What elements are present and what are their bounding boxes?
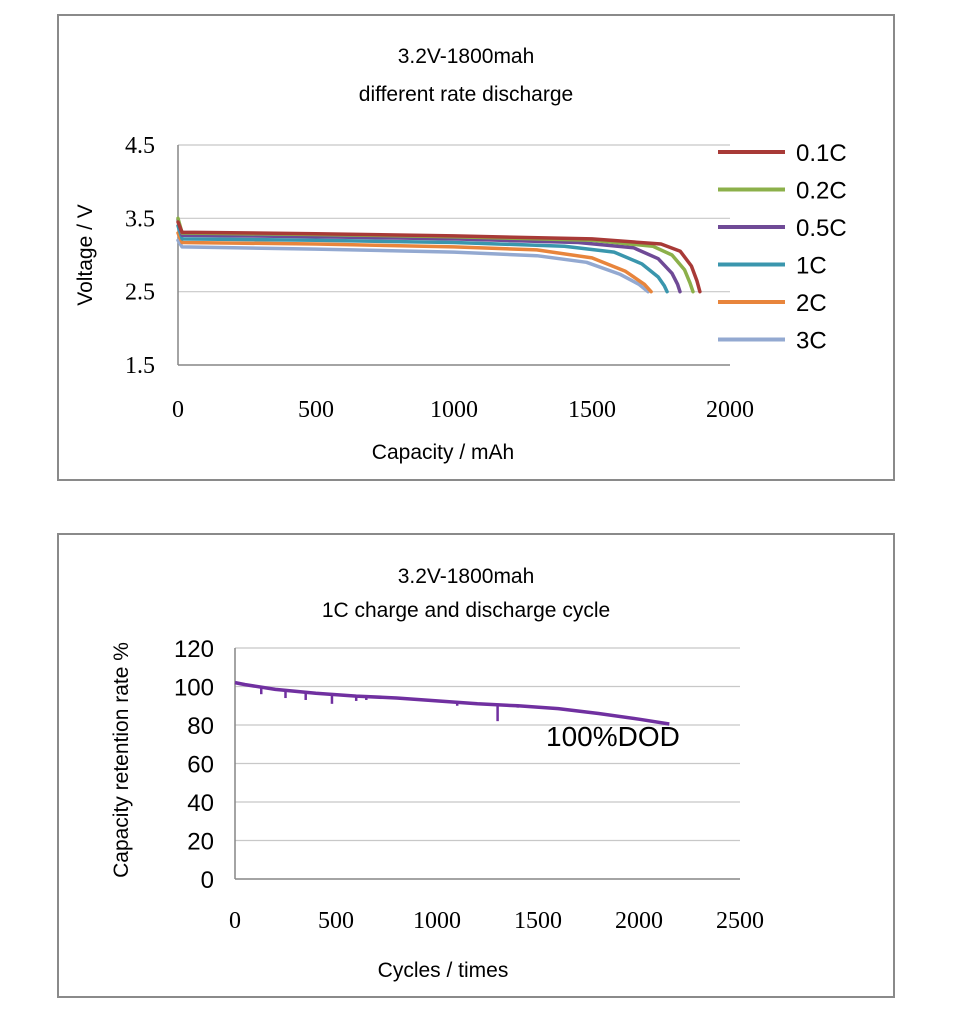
- chart1-ytick-label: 1.5: [125, 353, 155, 379]
- chart1-xtick-label: 2000: [706, 397, 754, 423]
- chart1-xtick-label: 500: [298, 397, 334, 423]
- legend-label-02c: 0.2C: [796, 178, 847, 205]
- chart2-ytick-label: 20: [187, 829, 214, 856]
- chart2-xtick-label: 1000: [413, 908, 461, 934]
- chart1-xtick-label: 1500: [568, 397, 616, 423]
- legend-label-2c: 2C: [796, 290, 827, 317]
- chart2-ytick-label: 100: [174, 675, 214, 702]
- legend-label-05c: 0.5C: [796, 215, 847, 242]
- chart1-series-02c: [176, 216, 695, 294]
- chart1-xtick-label: 1000: [430, 397, 478, 423]
- chart1-xtick-label: 0: [172, 397, 184, 423]
- legend-label-3c: 3C: [796, 328, 827, 355]
- chart2-ylabel: Capacity retention rate %: [110, 642, 133, 878]
- chart1-subtitle: different rate discharge: [359, 83, 573, 106]
- legend-label-01c: 0.1C: [796, 140, 847, 167]
- chart2-ytick-label: 80: [187, 713, 214, 740]
- chart1-series-2c: [176, 231, 653, 294]
- chart1-xlabel: Capacity / mAh: [372, 441, 514, 464]
- chart2-title: 3.2V-1800mah: [398, 565, 535, 588]
- chart1-series-3c: [176, 238, 650, 294]
- legend-label-1c: 1C: [796, 253, 827, 280]
- chart2-series-retention: [234, 680, 670, 726]
- chart2-xtick-label: 2000: [615, 908, 663, 934]
- chart2-annotation: 100%DOD: [546, 721, 680, 752]
- cycle-chart-frame: [57, 533, 895, 998]
- chart1-ytick-label: 4.5: [125, 133, 155, 159]
- chart2-xlabel: Cycles / times: [378, 959, 509, 982]
- chart2-subtitle: 1C charge and discharge cycle: [322, 599, 610, 622]
- chart2-xtick-label: 2500: [716, 908, 764, 934]
- chart1-series-05c: [176, 218, 682, 294]
- chart1-series-1c: [176, 223, 669, 294]
- chart2-ytick-label: 0: [201, 867, 214, 894]
- chart1-title: 3.2V-1800mah: [398, 45, 535, 68]
- chart2-xtick-label: 500: [318, 908, 354, 934]
- chart1-ytick-label: 3.5: [125, 206, 155, 232]
- chart2-ytick-label: 60: [187, 752, 214, 779]
- chart2-ytick-label: 40: [187, 790, 214, 817]
- chart1-ylabel: Voltage / V: [74, 204, 97, 306]
- chart1-series-01c: [176, 220, 702, 294]
- chart1-ytick-label: 2.5: [125, 280, 155, 306]
- chart2-xtick-label: 1500: [514, 908, 562, 934]
- chart2-ytick-label: 120: [174, 636, 214, 663]
- chart2-xtick-label: 0: [229, 908, 241, 934]
